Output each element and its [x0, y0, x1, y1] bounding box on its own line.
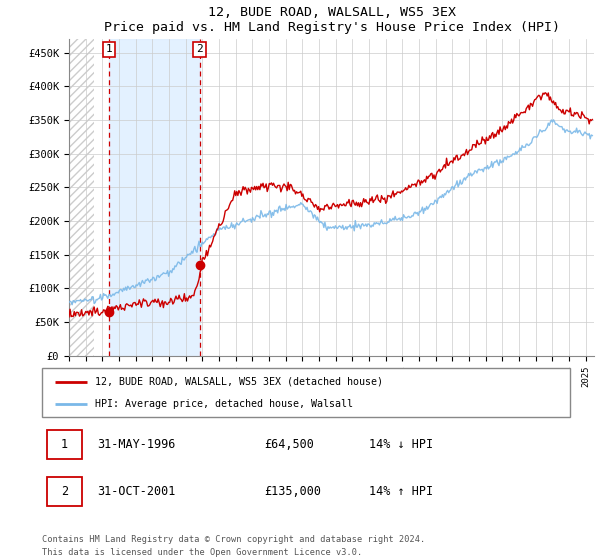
- Bar: [69, 39, 94, 356]
- Bar: [69, 39, 94, 356]
- Text: 12, BUDE ROAD, WALSALL, WS5 3EX (detached house): 12, BUDE ROAD, WALSALL, WS5 3EX (detache…: [95, 377, 383, 387]
- Text: 1: 1: [61, 438, 68, 451]
- Bar: [47, 430, 82, 459]
- Text: 2: 2: [196, 44, 203, 54]
- Title: 12, BUDE ROAD, WALSALL, WS5 3EX
Price paid vs. HM Land Registry's House Price In: 12, BUDE ROAD, WALSALL, WS5 3EX Price pa…: [104, 6, 560, 34]
- Bar: [47, 477, 82, 506]
- Text: 31-OCT-2001: 31-OCT-2001: [97, 485, 176, 498]
- Text: 14% ↓ HPI: 14% ↓ HPI: [370, 438, 433, 451]
- Text: Contains HM Land Registry data © Crown copyright and database right 2024.
This d: Contains HM Land Registry data © Crown c…: [42, 535, 425, 557]
- Text: 1: 1: [106, 44, 113, 54]
- Bar: [109, 39, 199, 356]
- Text: £64,500: £64,500: [264, 438, 314, 451]
- Text: £135,000: £135,000: [264, 485, 321, 498]
- Text: HPI: Average price, detached house, Walsall: HPI: Average price, detached house, Wals…: [95, 399, 353, 409]
- Text: 31-MAY-1996: 31-MAY-1996: [97, 438, 176, 451]
- Text: 14% ↑ HPI: 14% ↑ HPI: [370, 485, 433, 498]
- Text: 2: 2: [61, 485, 68, 498]
